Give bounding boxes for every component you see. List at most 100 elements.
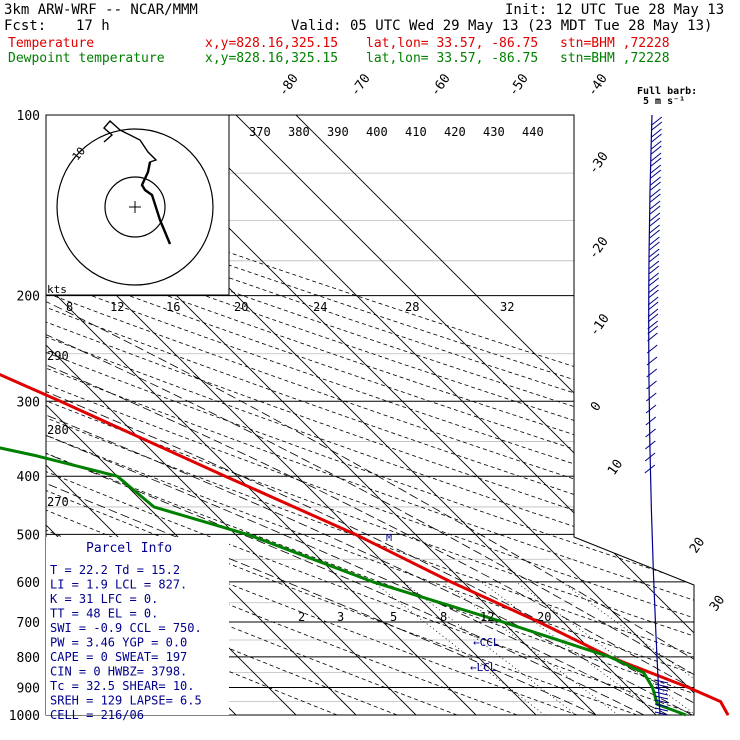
wind-barb (649, 241, 660, 251)
theta-tick-label: 440 (522, 125, 544, 139)
pressure-tick-label: 900 (17, 682, 40, 697)
wind-barb (654, 699, 669, 704)
isotherm-tick-label: -40 (585, 71, 611, 99)
pressure-tick-label: 500 (17, 528, 40, 543)
wind-barb (645, 416, 657, 426)
wind-barb (654, 683, 669, 688)
moist-adiabat-line (46, 295, 693, 715)
dewpoint-point (153, 506, 155, 508)
wind-barb (651, 128, 662, 138)
hodograph-kts-label: kts (47, 283, 67, 296)
valid-time: Valid: 05 UTC Wed 29 May 13 (23 MDT Tue … (291, 18, 713, 34)
pressure-tick-label: 100 (17, 109, 40, 124)
dry-adiabat-line (46, 115, 694, 715)
temperature-point (224, 475, 226, 477)
parcel-info-title: Parcel Info (86, 541, 172, 556)
temperature-point (354, 533, 356, 536)
wind-barbs (644, 114, 669, 716)
theta-e-tick-label: 8 (66, 300, 73, 314)
dry-adiabat-line (46, 115, 694, 715)
wind-barb (649, 217, 661, 227)
wind-barb (650, 176, 661, 186)
isotherm-line (46, 115, 417, 715)
hodograph: 10 kts (45, 114, 230, 296)
legend-dewpoint-xy: x,y=828.16,325.15 (205, 51, 339, 66)
wind-barb (651, 121, 663, 131)
theta-e-tick-label: 28 (405, 300, 419, 314)
wind-barb (645, 404, 657, 414)
wind-barb (650, 188, 661, 198)
parcel-info-row: PW = 3.46 YGP = 0.0 (50, 636, 187, 650)
wind-barb (649, 236, 660, 246)
init-time: Init: 12 UTC Tue 28 May 13 (505, 2, 725, 18)
isotherm-line (46, 115, 537, 715)
mixing-ratio-tick-label: 8 (440, 610, 447, 624)
legend-temperature-xy: x,y=828.16,325.15 (205, 36, 339, 51)
wind-barb (651, 140, 662, 150)
wind-barb (650, 181, 661, 191)
wind-barb (648, 284, 659, 294)
dewpoint-point (651, 686, 654, 689)
legend-dewpoint-label: Dewpoint temperature (8, 51, 165, 66)
parcel-info-row: T = 22.2 Td = 15.2 (50, 563, 180, 577)
wind-barb (649, 224, 660, 234)
wind-barb (647, 308, 659, 318)
dry-adiabat-line (46, 115, 398, 715)
wind-barb (648, 265, 660, 275)
wind-barb (649, 200, 661, 210)
isotherm-tick-label: -20 (586, 234, 612, 262)
legend-temperature-latlon: lat,lon= 33.57, -86.75 (366, 36, 539, 51)
temperature-point (538, 621, 540, 623)
dry-adiabat-line (46, 115, 694, 715)
wind-barb (648, 272, 659, 282)
wind-barb (654, 695, 669, 700)
isotherm-line (235, 115, 694, 715)
mixing-ratio-tick-label: 12 (480, 610, 494, 624)
dry-adiabat-tick-label: 270 (47, 495, 69, 509)
wind-barb (654, 703, 669, 708)
wind-barb (650, 152, 662, 162)
forecast-hour: 17 h (76, 18, 110, 34)
m-marker: M (386, 533, 392, 544)
pressure-tick-label: 300 (17, 395, 40, 410)
wind-barb (648, 289, 659, 299)
dewpoint-point (685, 714, 687, 716)
isotherm-tick-label: -80 (276, 71, 302, 99)
mixing-ratio-tick-label: 20 (537, 610, 551, 624)
wind-barb (644, 452, 656, 462)
ccl-marker: ←CCL (473, 636, 500, 649)
barb-key-title: Full barb: (637, 86, 697, 97)
parcel-info-row: K = 31 LFC = 0. (50, 592, 158, 606)
wind-barb (650, 193, 661, 203)
wind-barb (649, 212, 661, 222)
dry-adiabat-line (46, 115, 694, 715)
moist-adiabat-line (46, 295, 694, 715)
theta-tick-label: 430 (483, 125, 505, 139)
wind-barb (645, 428, 656, 438)
isotherm-line (295, 115, 694, 715)
pressure-tick-label: 800 (17, 651, 40, 666)
theta-tick-label: 370 (249, 125, 271, 139)
wind-barb (654, 691, 669, 696)
isotherm-line (175, 115, 694, 715)
wind-barb (646, 368, 658, 378)
legend-dewpoint-stn: stn=BHM ,72228 (560, 51, 670, 66)
wind-barb (647, 313, 659, 323)
theta-e-tick-label: 24 (313, 300, 327, 314)
dry-adiabat-line (46, 115, 694, 715)
isotherm-tick-label: 20 (687, 535, 708, 556)
dry-adiabat-line (46, 115, 338, 715)
temperature-point (727, 714, 729, 716)
temperature-point (687, 686, 690, 689)
temperature-point (59, 400, 61, 402)
dry-adiabat-line (46, 115, 694, 715)
legend-temperature-stn: stn=BHM ,72228 (560, 36, 670, 51)
wind-barb (648, 277, 659, 287)
theta-tick-label: 420 (444, 125, 466, 139)
theta-tick-label: 410 (405, 125, 427, 139)
wind-barb (647, 325, 659, 335)
dry-adiabat-tick-label: 290 (47, 349, 69, 363)
wind-barb (647, 320, 659, 330)
mixing-ratio-tick-label: 5 (390, 610, 397, 624)
dry-adiabat-line (46, 115, 694, 715)
